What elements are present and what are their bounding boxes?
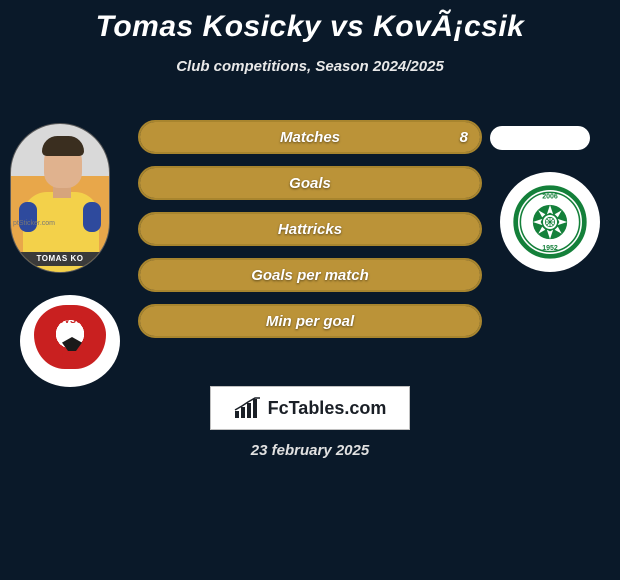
club-right-year-top: 2006 [542,194,558,201]
stat-row: Goals [138,166,482,200]
avatar-name-banner: TOMAS KO [11,252,109,266]
stats-container: Matches8 Goals Hattricks Goals per match Min… [138,120,482,350]
player-right-avatar [490,126,590,150]
avatar-hair [42,136,84,156]
club-left-bird-icon [62,337,82,351]
club-right-year-bottom: 1952 [542,245,558,252]
comparison-subtitle: Club competitions, Season 2024/2025 [0,58,620,75]
stat-label: Goals [138,166,482,200]
stat-label: Matches [138,120,482,154]
club-right-badge-svg: 2006 1952 [511,183,589,261]
generated-date: 23 february 2025 [0,442,620,459]
avatar-sticker-label: ptSticker.com [13,220,55,227]
stat-row: Matches8 [138,120,482,154]
club-left-shield: DVSC 1902 [34,305,106,369]
brand-watermark: FcTables.com [210,386,410,430]
player-left-avatar: ptSticker.com TOMAS KO [10,123,110,273]
stat-label: Min per goal [138,304,482,338]
brand-text: FcTables.com [268,398,387,419]
avatar-sleeve [19,202,37,232]
club-left-year: 1902 [36,352,104,361]
stat-value-right: 8 [460,120,468,154]
stat-row: Hattricks [138,212,482,246]
stat-label: Hattricks [138,212,482,246]
stat-row: Min per goal [138,304,482,338]
club-left-name: DVSC [36,315,104,325]
avatar-sleeve [83,202,101,232]
stat-label: Goals per match [138,258,482,292]
club-left-badge: DVSC 1902 [20,295,120,387]
brand-bars-icon [234,397,262,419]
club-right-badge: 2006 1952 [500,172,600,272]
stat-row: Goals per match [138,258,482,292]
comparison-title: Tomas Kosicky vs KovÃ¡csik [0,0,620,44]
